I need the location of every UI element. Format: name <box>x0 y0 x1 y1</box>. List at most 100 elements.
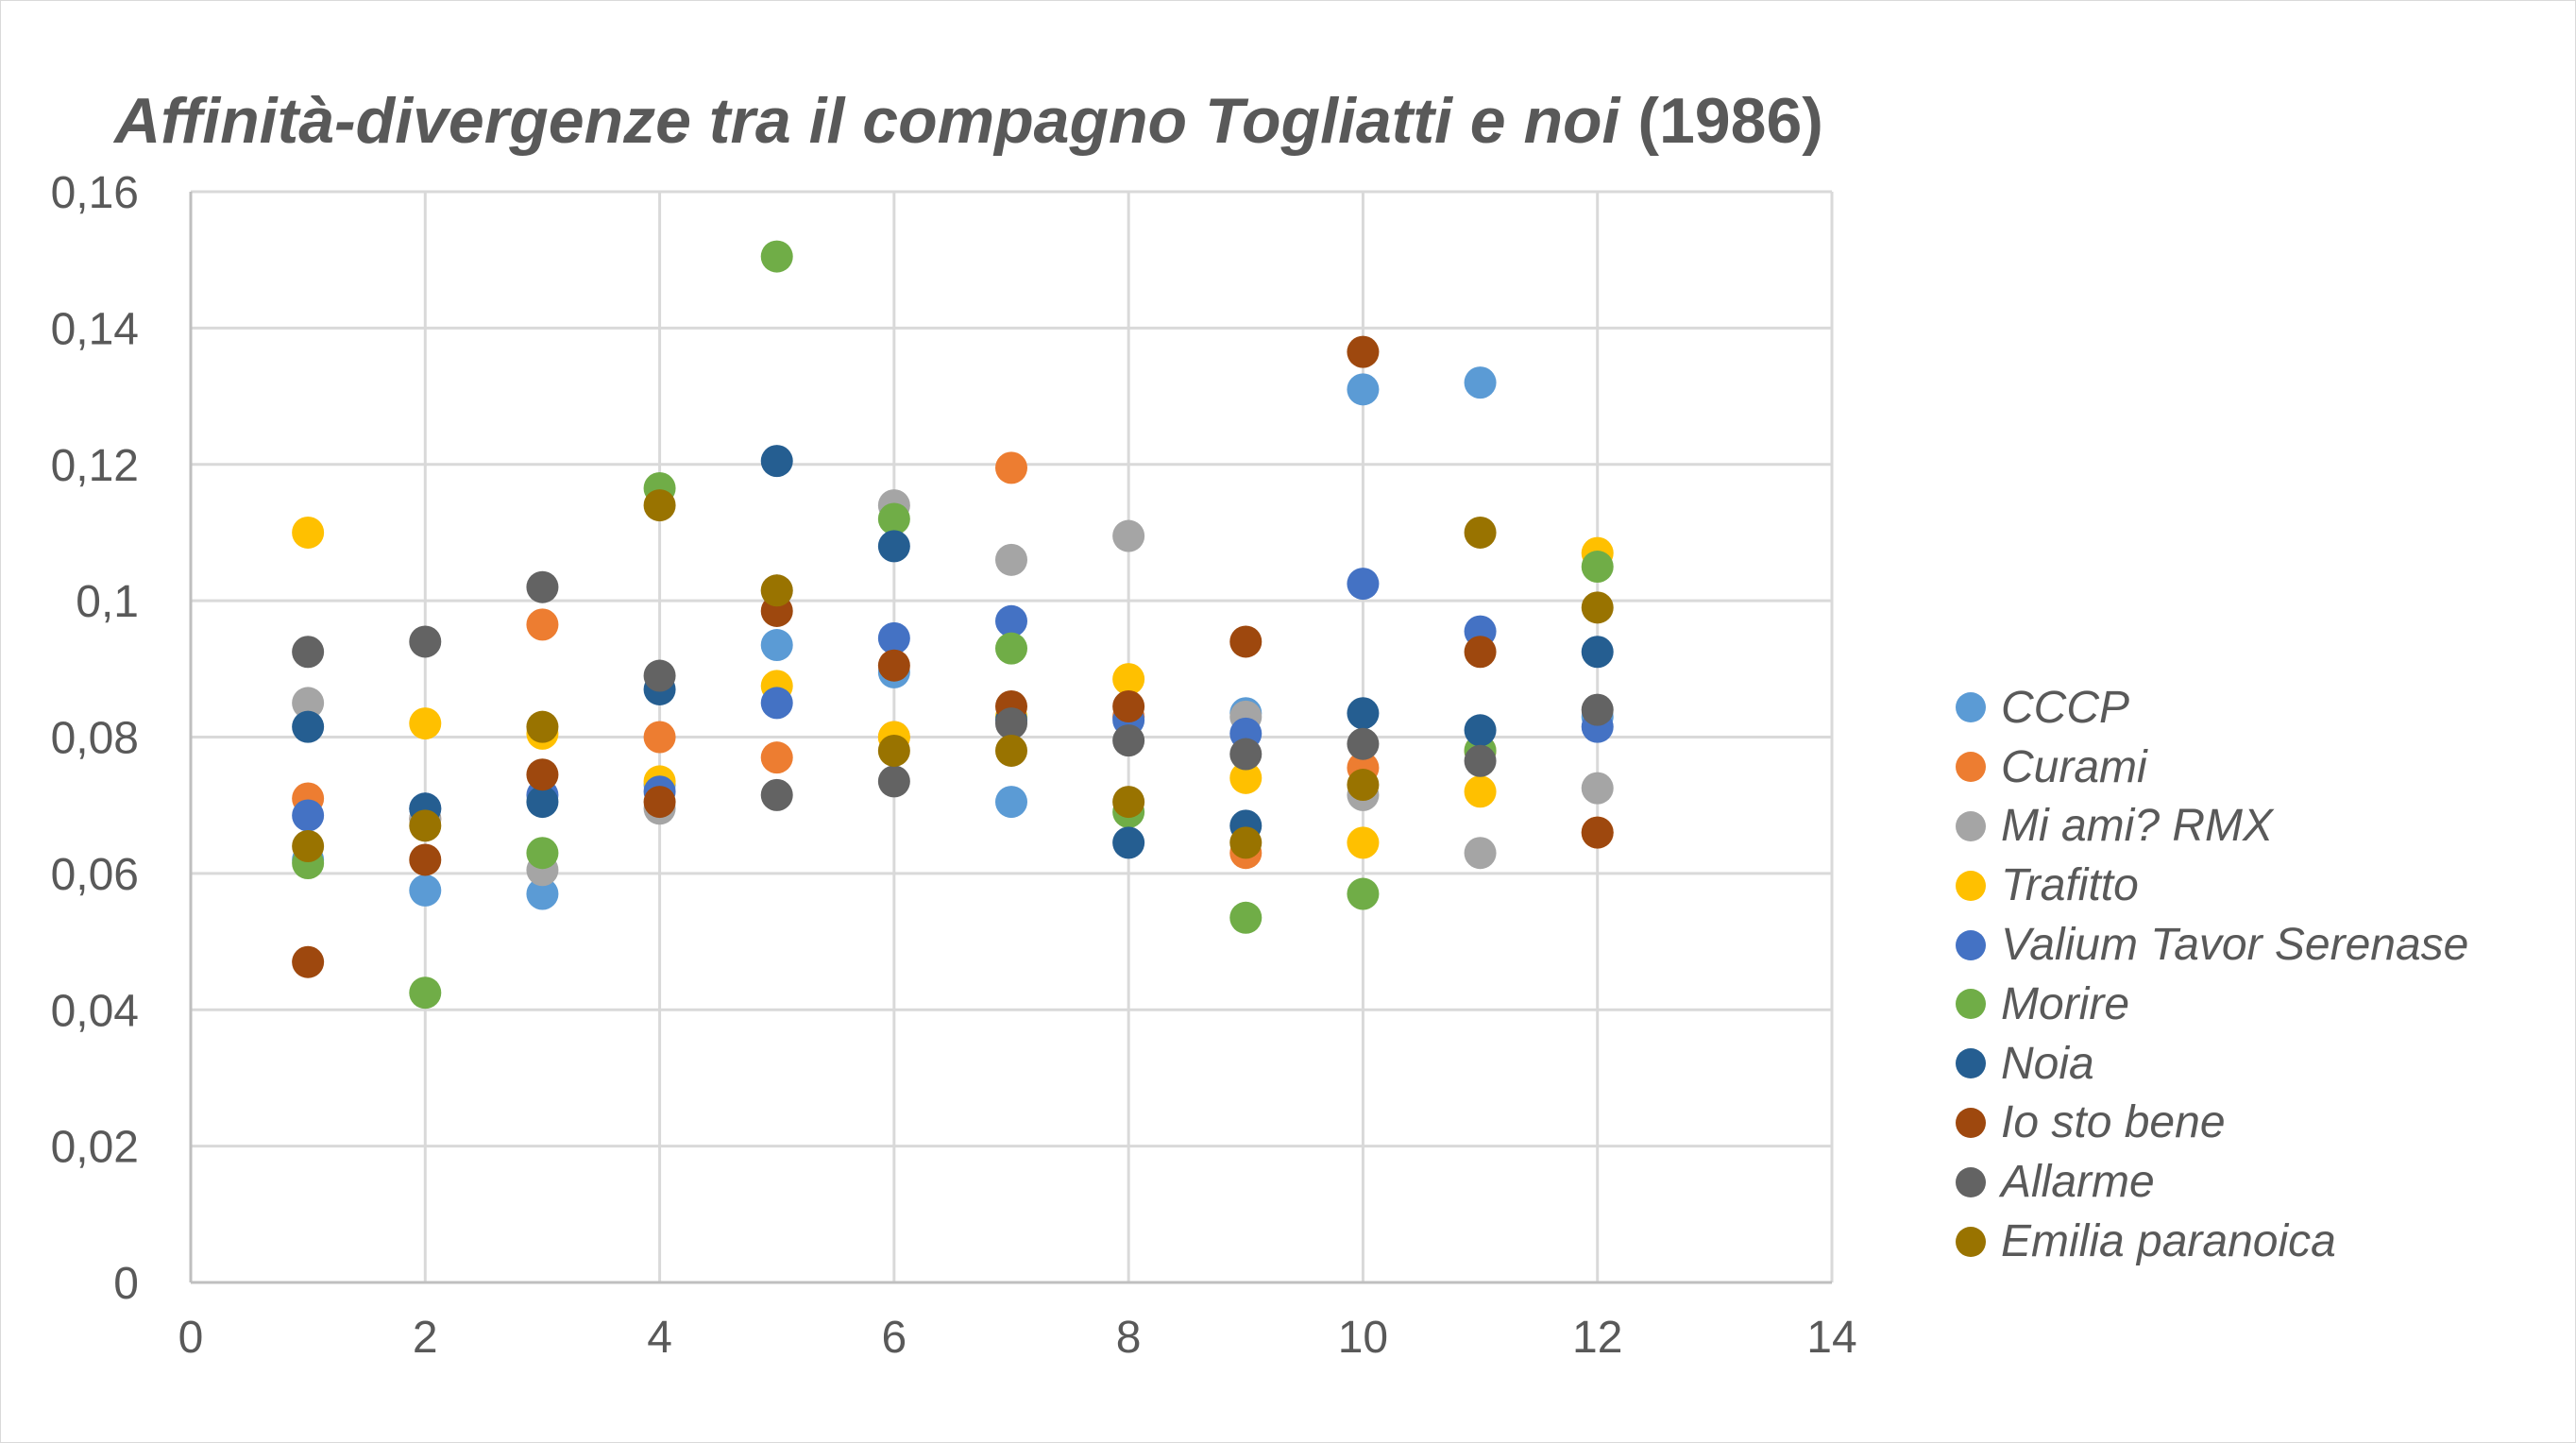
data-point <box>760 240 793 273</box>
tick-labels: 0 2 4 6 8 10 12 14 0 0,02 0,04 0,06 0,08 0,1 0,12 0,14 0… <box>51 168 1857 1363</box>
legend-marker <box>1956 1166 1986 1197</box>
y-tick-label: 0,08 <box>51 714 139 764</box>
data-point <box>1581 551 1614 584</box>
series-curami <box>292 451 1614 870</box>
x-tick-label: 2 <box>413 1313 438 1363</box>
legend-marker <box>1956 1048 1986 1079</box>
legend-label: Mi ami? RMX <box>2001 801 2274 852</box>
data-point <box>1112 826 1145 859</box>
data-point <box>292 799 325 832</box>
data-point <box>1464 714 1497 747</box>
data-point <box>1229 625 1263 658</box>
data-point <box>1229 738 1263 771</box>
legend-item: Emilia paranoica <box>1956 1212 2560 1271</box>
data-point <box>1229 761 1263 794</box>
data-point <box>526 837 559 870</box>
data-point <box>760 687 793 720</box>
data-point <box>1464 775 1497 808</box>
data-point <box>1229 901 1263 934</box>
chart-title: Affinità-divergenze tra il compagno Togl… <box>1 84 1937 158</box>
y-tick-label: 0,02 <box>51 1123 139 1173</box>
legend-label: CCCP <box>2001 682 2130 733</box>
series-valium-tavor-serenase <box>292 568 1614 832</box>
data-point <box>995 604 1027 637</box>
axes <box>189 192 1832 1284</box>
legend-marker <box>1956 752 1986 783</box>
data-point <box>877 649 910 682</box>
x-tick-label: 4 <box>647 1313 672 1363</box>
series-mi-ami-rmx <box>292 489 1614 887</box>
data-point <box>995 451 1027 484</box>
legend-item: Morire <box>1956 975 2560 1034</box>
legend-marker <box>1956 870 1986 901</box>
legend-label: Morire <box>2001 978 2130 1029</box>
series-allarme <box>292 570 1614 811</box>
data-point <box>526 877 559 910</box>
chart-title-year: (1986) <box>1637 85 1823 157</box>
legend-label: Emilia paranoica <box>2001 1216 2336 1267</box>
data-point <box>877 765 910 798</box>
legend-marker <box>1956 810 1986 841</box>
data-point <box>292 636 325 669</box>
y-tick-label: 0,14 <box>51 304 139 354</box>
data-point <box>995 786 1027 819</box>
x-tick-label: 14 <box>1806 1313 1856 1363</box>
data-point <box>1581 772 1614 805</box>
data-point <box>292 830 325 862</box>
data-point <box>1112 786 1145 819</box>
data-point <box>409 625 442 658</box>
y-tick-label: 0,06 <box>51 850 139 900</box>
x-tick-label: 8 <box>1116 1313 1142 1363</box>
data-point <box>760 629 793 662</box>
data-point <box>1347 373 1380 406</box>
data-point <box>995 707 1027 740</box>
data-point <box>1112 724 1145 757</box>
data-point <box>643 489 676 522</box>
data-point <box>1581 816 1614 849</box>
legend-item: Io sto bene <box>1956 1094 2560 1153</box>
data-point <box>1112 663 1145 696</box>
data-point <box>292 945 325 978</box>
x-tick-label: 6 <box>882 1313 907 1363</box>
series-morire <box>292 240 1614 1010</box>
data-point <box>1229 826 1263 859</box>
data-point <box>1581 636 1614 669</box>
legend-item: Mi ami? RMX <box>1956 797 2560 857</box>
data-point <box>877 734 910 767</box>
data-point <box>526 608 559 641</box>
data-point <box>1112 690 1145 723</box>
y-tick-label: 0,16 <box>51 168 139 218</box>
x-tick-label: 12 <box>1572 1313 1622 1363</box>
legend-item: CCCP <box>1956 678 2560 738</box>
data-point <box>1464 636 1497 669</box>
data-point <box>1464 516 1497 549</box>
legend-marker <box>1956 1226 1986 1257</box>
data-point <box>643 659 676 692</box>
data-point <box>1581 693 1614 726</box>
legend-label: Trafitto <box>2001 860 2139 911</box>
data-point <box>760 741 793 774</box>
data-point <box>643 721 676 754</box>
data-point <box>1347 568 1380 601</box>
data-point <box>409 843 442 876</box>
legend-label: Curami <box>2001 741 2147 792</box>
data-point <box>995 543 1027 576</box>
legend-marker <box>1956 989 1986 1020</box>
legend-item: Trafitto <box>1956 856 2560 915</box>
data-point <box>643 786 676 819</box>
legend-marker <box>1956 1107 1986 1138</box>
x-tick-label: 10 <box>1338 1313 1388 1363</box>
data-point <box>877 502 910 535</box>
data-point <box>760 445 793 478</box>
legend-item: Valium Tavor Serenase <box>1956 915 2560 975</box>
series-emilia-paranoica <box>292 489 1614 862</box>
data-point <box>409 976 442 1010</box>
data-point <box>526 710 559 743</box>
data-point <box>1347 826 1380 859</box>
data-point <box>995 734 1027 767</box>
data-point <box>1347 335 1380 368</box>
data-point <box>1464 744 1497 777</box>
data-point <box>526 570 559 603</box>
data-point <box>1464 366 1497 399</box>
